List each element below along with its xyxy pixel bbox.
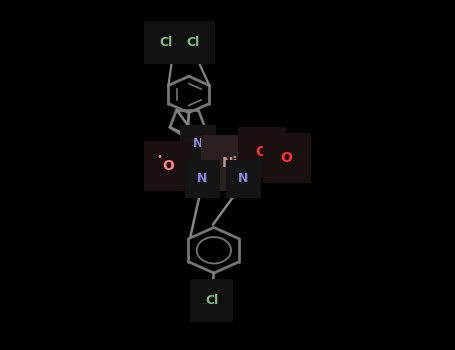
Text: Cl: Cl: [159, 36, 173, 49]
Text: O: O: [281, 151, 293, 165]
Text: N: N: [197, 172, 207, 185]
Text: N: N: [238, 172, 248, 185]
Text: O: O: [256, 145, 268, 159]
Text: O: O: [162, 159, 174, 173]
Text: N: N: [193, 137, 203, 150]
Text: Cl: Cl: [187, 36, 200, 49]
Text: Ni: Ni: [222, 156, 238, 170]
Text: •: •: [157, 152, 163, 162]
Text: Cl: Cl: [205, 294, 218, 307]
